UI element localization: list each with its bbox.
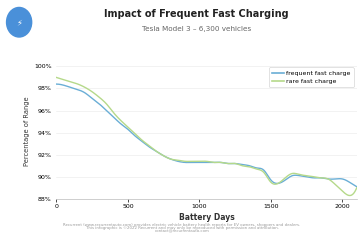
Line: rare fast charge: rare fast charge bbox=[56, 78, 357, 196]
frequent fast charge bbox=[199, 161, 203, 164]
rare fast charge bbox=[197, 160, 201, 163]
Text: contact@recurrentauto.com: contact@recurrentauto.com bbox=[155, 229, 209, 233]
X-axis label: Battery Days: Battery Days bbox=[179, 213, 234, 222]
frequent fast charge bbox=[233, 162, 237, 165]
frequent fast charge bbox=[217, 161, 221, 164]
Text: Recurrent (www.recurrentauto.com) provides electric vehicle battery health repor: Recurrent (www.recurrentauto.com) provid… bbox=[63, 223, 301, 227]
rare fast charge bbox=[54, 76, 59, 79]
frequent fast charge bbox=[355, 185, 359, 188]
Legend: frequent fast charge, rare fast charge: frequent fast charge, rare fast charge bbox=[269, 67, 353, 87]
frequent fast charge bbox=[300, 175, 305, 178]
rare fast charge bbox=[233, 162, 237, 165]
Text: This infographic is ©2022 Recurrent and may only be reproduced with permission a: This infographic is ©2022 Recurrent and … bbox=[86, 226, 278, 230]
rare fast charge bbox=[347, 194, 352, 197]
frequent fast charge bbox=[54, 82, 59, 85]
rare fast charge bbox=[300, 174, 305, 177]
Text: Tesla Model 3 – 6,300 vehicles: Tesla Model 3 – 6,300 vehicles bbox=[142, 26, 251, 32]
rare fast charge bbox=[199, 160, 203, 163]
Text: Impact of Frequent Fast Charging: Impact of Frequent Fast Charging bbox=[104, 9, 289, 19]
Y-axis label: Percentage of Range: Percentage of Range bbox=[24, 97, 30, 166]
Text: ⚡: ⚡ bbox=[16, 18, 22, 27]
rare fast charge bbox=[217, 161, 221, 164]
frequent fast charge bbox=[197, 161, 201, 164]
rare fast charge bbox=[355, 186, 359, 189]
frequent fast charge bbox=[347, 181, 352, 184]
Line: frequent fast charge: frequent fast charge bbox=[56, 84, 357, 187]
Circle shape bbox=[7, 7, 32, 37]
rare fast charge bbox=[348, 194, 352, 197]
